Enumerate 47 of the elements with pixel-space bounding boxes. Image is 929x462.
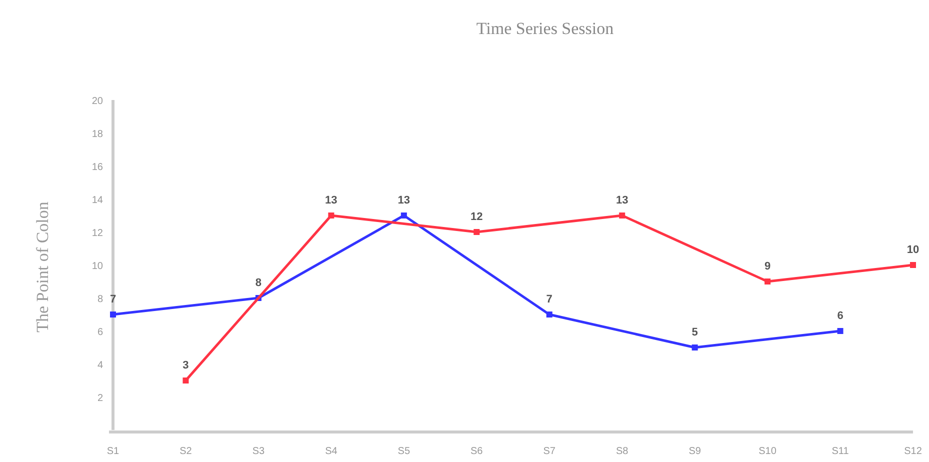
- y-tick-label: 20: [92, 96, 104, 107]
- y-tick-label: 2: [97, 393, 104, 404]
- data-label: 8: [255, 277, 262, 289]
- chart-title: Time Series Session: [476, 19, 614, 38]
- data-label: 3: [182, 360, 189, 372]
- data-label: 7: [110, 294, 116, 306]
- data-label: 7: [546, 294, 552, 306]
- point: [474, 229, 480, 235]
- data-label: 9: [764, 260, 771, 272]
- x-tick-label: S11: [832, 446, 850, 457]
- point: [910, 262, 916, 268]
- x-tick-label: S8: [616, 446, 629, 457]
- y-axis-title: The Point of Colon: [33, 201, 52, 332]
- y-tick-label: 8: [97, 294, 104, 305]
- x-tick-label: S12: [904, 446, 922, 457]
- y-tick-label: 12: [92, 228, 104, 239]
- x-tick-label: S7: [543, 446, 556, 457]
- y-tick-label: 6: [97, 327, 104, 338]
- y-tick-label: 4: [97, 360, 104, 371]
- x-tick-label: S3: [252, 446, 266, 457]
- data-label: 12: [470, 211, 483, 223]
- data-label: 13: [398, 194, 410, 206]
- x-tick-label: S9: [688, 446, 702, 457]
- data-label: 13: [325, 194, 338, 206]
- x-tick-label: S4: [325, 446, 338, 457]
- point: [400, 212, 407, 218]
- x-tick-label: S2: [180, 446, 192, 457]
- x-tick-label: S6: [470, 446, 484, 457]
- point: [837, 328, 844, 334]
- data-label: 10: [906, 244, 920, 256]
- data-label: 6: [837, 310, 844, 322]
- point: [764, 278, 771, 284]
- point: [110, 312, 116, 318]
- y-tick-label: 10: [92, 261, 104, 272]
- y-tick-label: 14: [92, 195, 104, 206]
- data-label: 5: [692, 326, 698, 338]
- point: [182, 378, 189, 384]
- point: [328, 212, 334, 218]
- data-label: 13: [616, 194, 628, 206]
- x-tick-label: S10: [758, 446, 777, 457]
- x-tick-label: S5: [398, 446, 410, 457]
- point: [692, 344, 698, 350]
- y-tick-label: 18: [92, 129, 104, 140]
- y-tick-label: 16: [92, 162, 104, 173]
- x-tick-label: S1: [106, 446, 120, 457]
- point: [619, 212, 626, 218]
- point: [546, 312, 552, 318]
